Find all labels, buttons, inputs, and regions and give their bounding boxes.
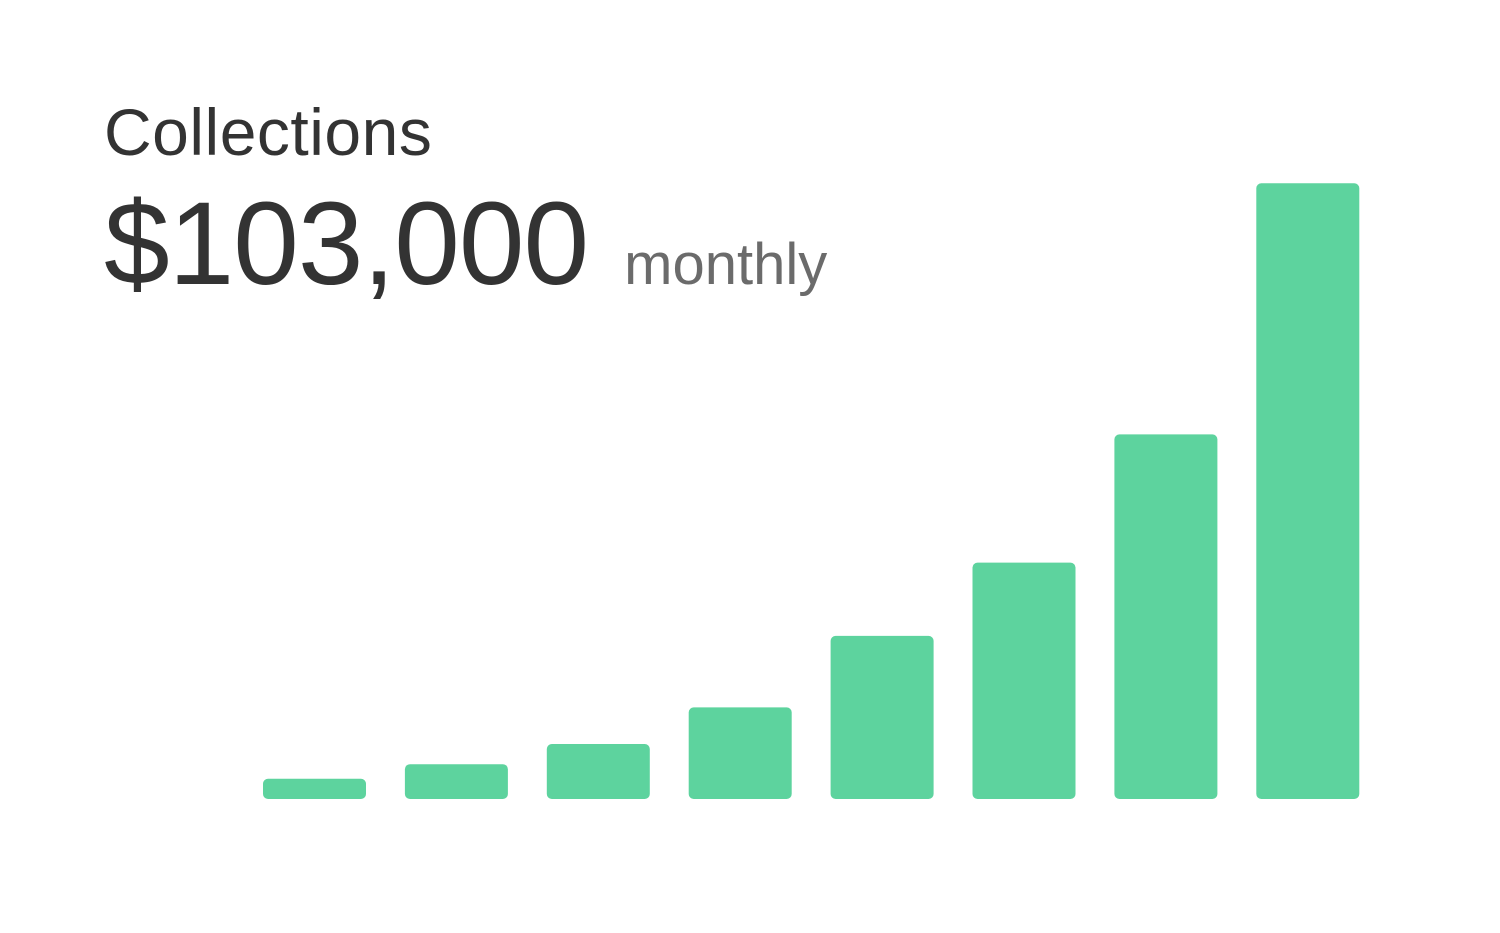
bar-3 — [546, 744, 650, 799]
bar-2 — [404, 764, 508, 799]
bar-8 — [1256, 183, 1360, 800]
bar-6 — [972, 562, 1076, 799]
chart-header: Collections $103,000 monthly — [104, 92, 827, 304]
bar-7 — [1114, 434, 1218, 799]
total-amount: $103,000 — [104, 178, 589, 310]
bar-1 — [263, 778, 366, 799]
period-label: monthly — [624, 232, 828, 297]
bar-4 — [688, 707, 792, 799]
chart-title: Collections — [104, 95, 433, 169]
amount-row: $103,000 monthly — [104, 184, 827, 304]
bar-5 — [830, 635, 934, 799]
